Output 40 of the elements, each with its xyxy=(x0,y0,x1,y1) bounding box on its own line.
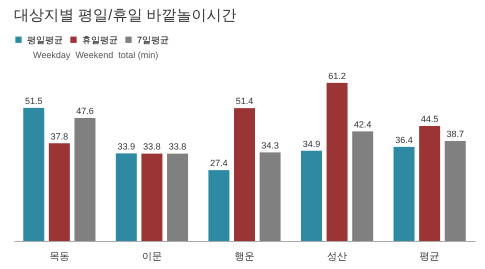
bar xyxy=(444,140,466,241)
x-tick-label: 행운 xyxy=(234,252,254,262)
data-label: 27.4 xyxy=(210,158,228,168)
data-label: 47.6 xyxy=(76,106,94,116)
data-label: 42.4 xyxy=(354,119,372,130)
data-label: 51.4 xyxy=(236,96,254,106)
data-label: 38.7 xyxy=(446,128,464,139)
bar xyxy=(48,143,70,241)
bar xyxy=(352,131,374,241)
data-label: 37.8 xyxy=(50,131,68,142)
data-label: 61.2 xyxy=(328,70,346,81)
data-label: 44.5 xyxy=(420,114,438,124)
x-tick-label: 평균 xyxy=(420,252,440,262)
legend-label: 평일평균 xyxy=(27,34,63,45)
bar xyxy=(167,154,188,241)
x-tick-label: 목동 xyxy=(49,252,70,262)
bar xyxy=(419,126,440,241)
bar xyxy=(141,154,162,241)
bar xyxy=(23,108,44,241)
x-tick-label: 성산 xyxy=(327,252,348,262)
bar xyxy=(234,108,255,241)
legend-label: 7일평균 xyxy=(137,34,170,45)
data-label: 33.9 xyxy=(118,141,136,152)
data-label: 33.8 xyxy=(168,142,186,152)
bar xyxy=(260,152,281,241)
bar xyxy=(300,150,322,241)
data-label: 33.8 xyxy=(143,142,161,152)
chart-title: 대상지별 평일/휴일 바깥놀이시간 xyxy=(14,7,237,24)
bar xyxy=(208,170,230,241)
text: Weekday Weekend total (min) xyxy=(33,50,158,60)
x-tick-label: 이문 xyxy=(142,252,162,262)
data-label: 34.3 xyxy=(261,140,279,150)
data-label: 51.5 xyxy=(24,96,43,106)
bar xyxy=(74,118,96,241)
data-label: 36.4 xyxy=(395,134,413,145)
bar xyxy=(394,146,415,241)
bar xyxy=(326,82,348,241)
legend-label: 휴일평균 xyxy=(82,34,118,45)
data-label: 34.9 xyxy=(302,138,320,149)
bar xyxy=(116,153,137,241)
